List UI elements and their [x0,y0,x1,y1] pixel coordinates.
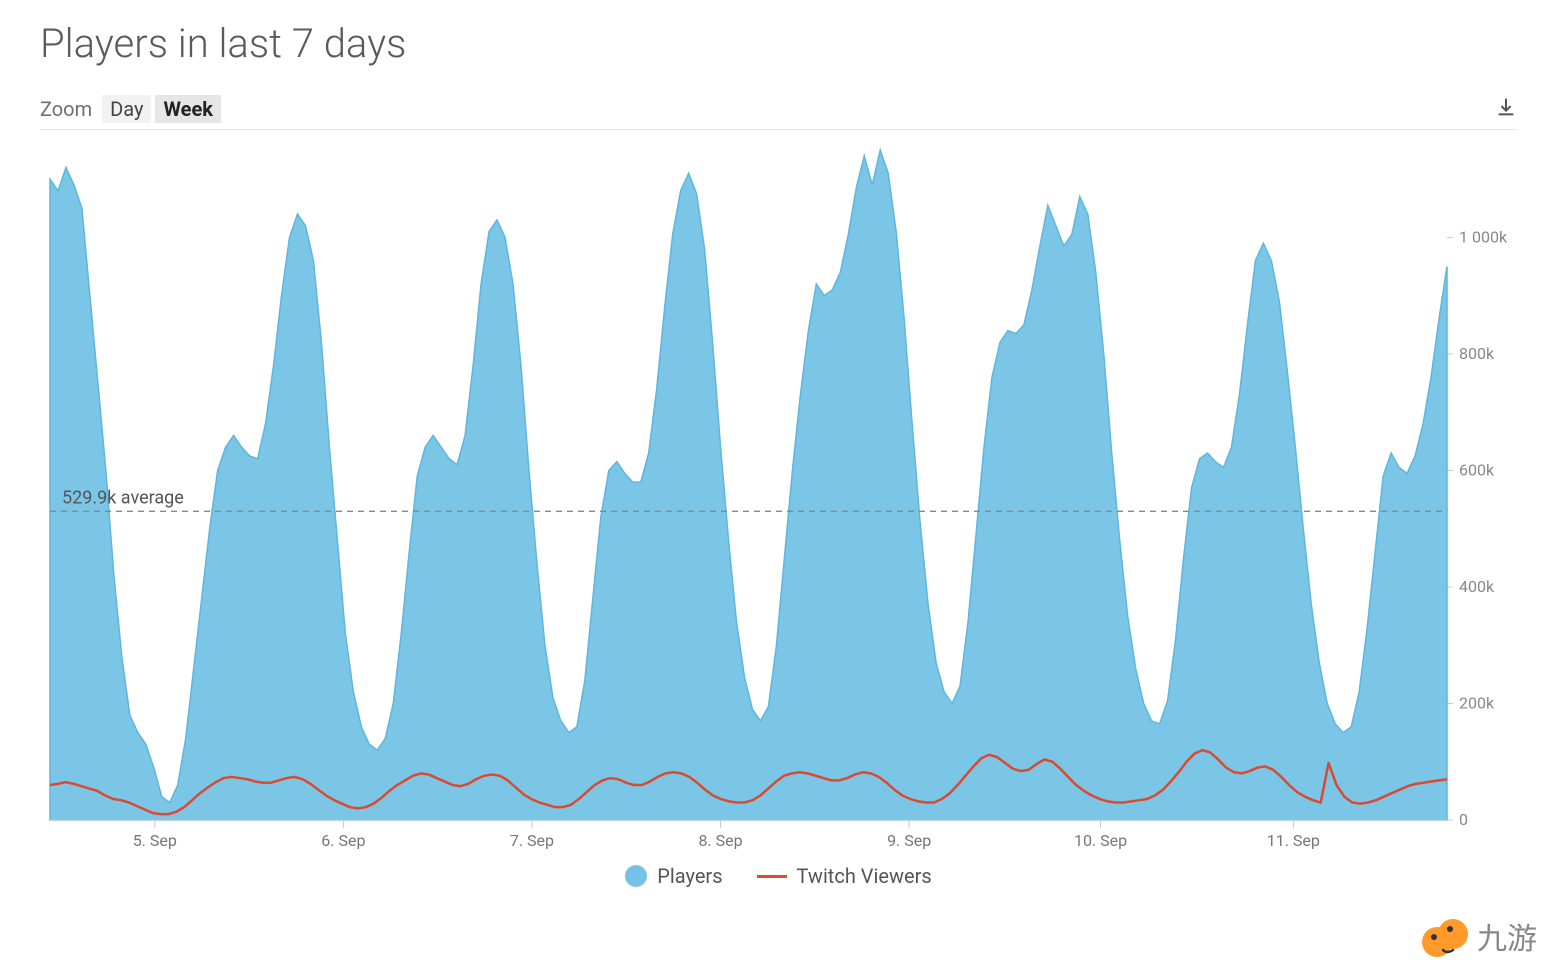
watermark-text: 九游 [1477,914,1537,958]
zoom-group: Zoom Day Week [40,95,221,123]
svg-text:10. Sep: 10. Sep [1074,831,1127,850]
zoom-week-button[interactable]: Week [155,95,220,123]
svg-text:400k: 400k [1459,577,1495,596]
svg-text:8. Sep: 8. Sep [698,831,742,850]
svg-text:9. Sep: 9. Sep [887,831,931,850]
zoom-label: Zoom [40,97,92,121]
svg-text:11. Sep: 11. Sep [1267,831,1320,850]
zoom-day-button[interactable]: Day [102,95,151,123]
watermark-logo-icon [1421,912,1469,960]
svg-text:600k: 600k [1459,460,1495,479]
legend-twitch[interactable]: Twitch Viewers [757,864,932,888]
players-swatch [625,865,647,887]
download-icon[interactable] [1495,96,1517,122]
svg-text:529.9k average: 529.9k average [62,487,184,508]
page-title: Players in last 7 days [40,20,1517,67]
legend: Players Twitch Viewers [40,864,1517,888]
svg-text:6. Sep: 6. Sep [321,831,365,850]
chart-toolbar: Zoom Day Week [40,95,1517,130]
twitch-swatch [757,875,787,878]
player-chart[interactable]: 0 200k 400k 600k 800k 1 000k 529.9k average 5. … [40,140,1517,850]
svg-text:800k: 800k [1459,344,1495,363]
legend-twitch-label: Twitch Viewers [797,864,932,888]
legend-players-label: Players [657,864,722,888]
chart-area: 0 200k 400k 600k 800k 1 000k 529.9k average 5. … [40,140,1517,850]
legend-players[interactable]: Players [625,864,722,888]
watermark: 九游 [1421,912,1537,960]
svg-text:200k: 200k [1459,693,1495,712]
svg-text:5. Sep: 5. Sep [133,831,177,850]
svg-text:1 000k: 1 000k [1459,227,1508,246]
svg-text:0: 0 [1459,810,1468,829]
svg-text:7. Sep: 7. Sep [510,831,554,850]
